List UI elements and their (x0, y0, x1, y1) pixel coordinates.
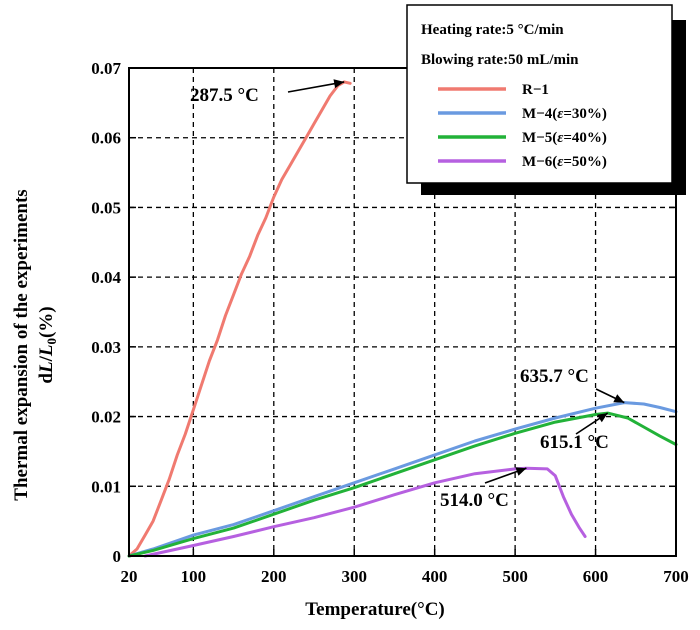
legend-entries: R−1 M−4(ε=30%) M−5(ε=40%) M−6(ε=50%) (438, 82, 607, 170)
legend-header-blowing: Blowing rate:50 mL/min (421, 52, 579, 68)
plot-frame (128, 67, 677, 557)
annotation-arrow-head-1 (613, 394, 625, 403)
legend-label-1: M−4(ε=30%) (522, 106, 607, 122)
annotation-label-3: 514.0 °C (440, 490, 509, 511)
x-tick-label: 100 (181, 567, 207, 586)
x-tick-label: 400 (422, 567, 448, 586)
series-line-1 (127, 401, 678, 558)
y-tick-label: 0 (113, 547, 122, 566)
x-axis-title: Temperature(°C) (305, 599, 445, 620)
legend-label-0: R−1 (522, 82, 549, 98)
legend-label-2: M−5(ε=40%) (522, 130, 607, 146)
annotation-label-0: 287.5 °C (190, 85, 259, 106)
axis-ticks: 20 100 200 300 400 500 600 700 0 0.01 0.02 0.03 0.04… (91, 59, 689, 586)
legend-header-heating: Heating rate:5 °C/min (421, 22, 564, 38)
x-tick-label: 700 (663, 567, 689, 586)
annotation-arrow-head-0 (333, 79, 345, 89)
series-line-3 (143, 466, 587, 558)
annotation-label-1: 635.7 °C (520, 366, 589, 387)
annotation-arrow-head-3 (515, 467, 527, 476)
annotation-label-2: 615.1 °C (540, 432, 609, 453)
x-tick-label: 300 (341, 567, 367, 586)
y-tick-label: 0.06 (91, 129, 121, 148)
y-axis-title-line1: Thermal expansion of the experiments (11, 189, 32, 500)
y-axis-title-line2: dL/L0(%) (36, 306, 59, 383)
annotations: 287.5 °C 635.7 °C 615.1 °C 514.0 °C (190, 79, 625, 511)
x-tick-label: 600 (583, 567, 609, 586)
series-line-0 (127, 80, 352, 558)
legend-box (406, 4, 673, 184)
y-tick-label: 0.02 (91, 408, 121, 427)
legend-label-3: M−6(ε=50%) (522, 154, 607, 170)
x-tick-label: 500 (502, 567, 528, 586)
y-tick-label: 0.01 (91, 477, 121, 496)
series-lines (127, 80, 678, 558)
x-tick-label: 20 (121, 567, 138, 586)
y-tick-label: 0.04 (91, 268, 121, 287)
y-tick-label: 0.05 (91, 198, 121, 217)
annotation-arrow-head-2 (596, 413, 608, 423)
y-tick-label: 0.07 (91, 59, 121, 78)
x-tick-label: 200 (261, 567, 287, 586)
y-tick-label: 0.03 (91, 338, 121, 357)
series-line-2 (127, 411, 678, 558)
legend: Heating rate:5 °C/min Blowing rate:50 mL… (406, 4, 686, 195)
